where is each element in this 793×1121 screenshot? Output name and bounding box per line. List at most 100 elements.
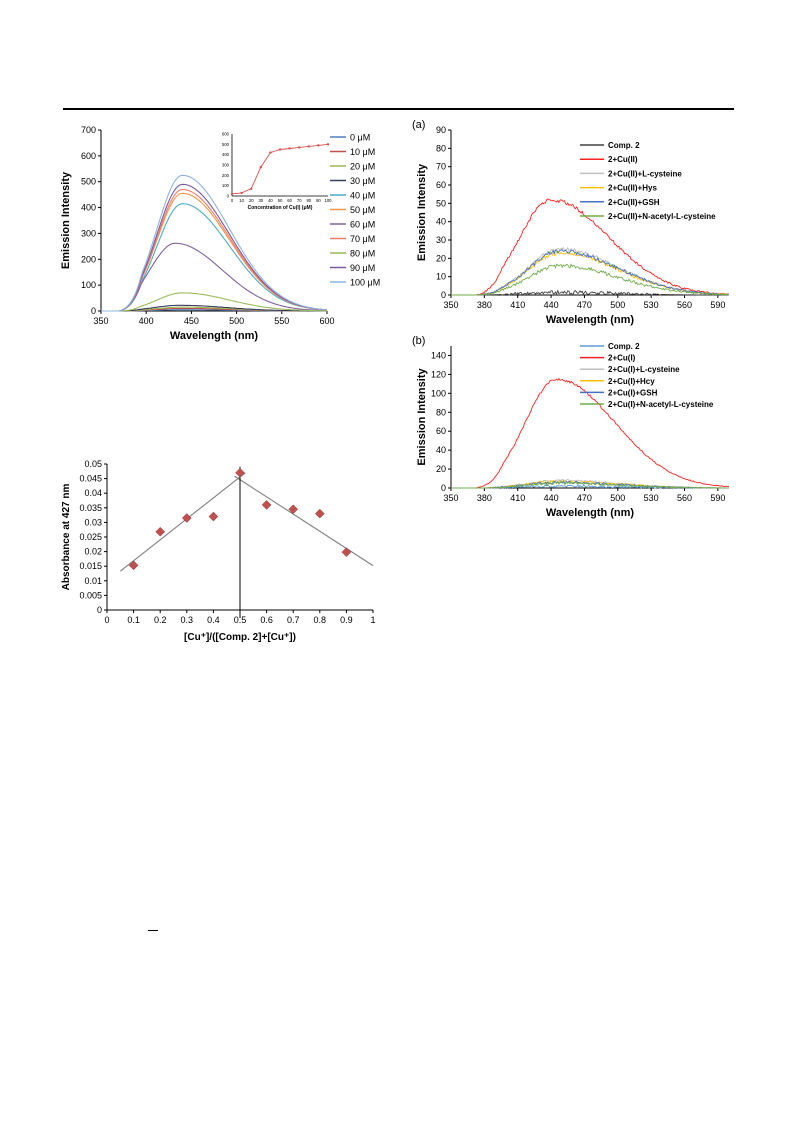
legend-label: 40 μM (350, 191, 375, 201)
inset-x-tick-label: 100 (325, 198, 333, 203)
selectivity_a-x-tick-label: 470 (577, 300, 592, 310)
legend-label: 2+Cu(I) (608, 354, 636, 363)
data-point (128, 560, 139, 571)
legend-label: 10 μM (350, 147, 375, 157)
job_plot-x-tick-label: 0.6 (260, 615, 273, 625)
inset-point (288, 147, 291, 150)
job_plot-x-tick-label: 0.2 (154, 615, 167, 625)
emission_titration-y-tick-label: 300 (81, 228, 96, 238)
job_plot-y-tick-label: 0.045 (79, 474, 102, 484)
legend-label: 2+Cu(I)+L-cysteine (608, 365, 680, 374)
selectivity_b-x-tick-label: 560 (677, 493, 692, 503)
job_plot-y-label: Absorbance at 427 nm (61, 484, 72, 591)
inset-x-label: Concentration of Cu(I) (μM) (248, 205, 313, 211)
selectivity_a-x-tick-label: 530 (644, 300, 659, 310)
emission_titration-y-tick-label: 700 (81, 125, 96, 135)
selectivity_b-y-tick-label: 80 (436, 407, 446, 417)
selectivity_a-x-tick-label: 590 (710, 300, 725, 310)
inset-y-tick-label: 500 (222, 142, 230, 147)
emission_titration-y-tick-label: 600 (81, 151, 96, 161)
selectivity_b-x-tick-label: 410 (510, 493, 525, 503)
inset-point (259, 165, 262, 169)
legend-label: 60 μM (350, 220, 375, 230)
inset-x-tick-label: 90 (316, 198, 321, 203)
data-point (341, 547, 352, 558)
job_plot-y-tick-label: 0.04 (84, 488, 102, 498)
fit-line-right (234, 475, 374, 567)
selectivity_b-x-tick-label: 380 (477, 493, 492, 503)
selectivity_b-panel-label: (b) (412, 335, 425, 347)
inset-y-tick-label: 0 (227, 194, 230, 199)
data-point (181, 513, 192, 523)
data-point (261, 500, 272, 510)
series-line-100-μM (101, 174, 328, 312)
emission_titration-y-tick-label: 200 (81, 254, 96, 264)
inset-x-tick-label: 20 (249, 198, 254, 203)
data-point (155, 526, 166, 537)
job_plot-x-tick-label: 0.1 (127, 615, 140, 625)
selectivity_a-y-label: Emission Intensity (416, 163, 428, 261)
selectivity_a-y-tick-label: 20 (436, 253, 446, 263)
legend-label: 70 μM (350, 234, 375, 244)
job_plot-x-tick-label: 0.3 (181, 615, 194, 625)
selectivity_a-x-label: Wavelength (nm) (546, 314, 635, 326)
selectivity_b-y-tick-label: 140 (431, 350, 446, 360)
job_plot-x-tick-label: 0.4 (207, 615, 220, 625)
series-line-60-μM (101, 242, 327, 312)
inset-x-tick-label: 60 (287, 198, 292, 203)
inset-y-tick-label: 200 (222, 173, 230, 178)
selectivity_b-y-tick-label: 0 (441, 483, 446, 493)
selectivity_a-y-tick-label: 50 (436, 198, 446, 208)
selectivity_a-y-tick-label: 70 (436, 162, 446, 172)
emission_titration-y-tick-label: 100 (81, 280, 96, 290)
selectivity_b-y-tick-label: 100 (431, 388, 446, 398)
emission_titration-x-label: Wavelength (nm) (170, 330, 259, 342)
selectivity_a-panel-label: (a) (412, 119, 425, 131)
inset-point (230, 192, 234, 196)
selectivity_b-x-tick-label: 530 (644, 493, 659, 503)
selectivity_b-y-tick-label: 40 (436, 445, 446, 455)
selectivity_a-x-tick-label: 410 (510, 300, 525, 310)
inset-x-tick-label: 40 (268, 198, 273, 203)
inset-line (231, 143, 329, 195)
selectivity_b-x-tick-label: 590 (710, 493, 725, 503)
emission_titration-x-tick-label: 350 (93, 316, 108, 326)
job_plot-y-tick-label: 0.03 (84, 517, 102, 527)
emission_titration-y-label: Emission Intensity (60, 171, 72, 269)
series-line-selectivity_b-5 (451, 481, 729, 489)
inset-x-tick-label: 30 (258, 198, 263, 203)
legend-label: 0 μM (350, 133, 370, 143)
series-line-selectivity_a-1 (451, 198, 730, 296)
legend-label: 50 μM (350, 205, 375, 215)
job_plot-y-tick-label: 0 (97, 605, 102, 615)
job_plot-x-tick-label: 0.9 (340, 615, 353, 625)
legend-label: 20 μM (350, 162, 375, 172)
inset-x-tick-label: 80 (306, 198, 311, 203)
series-line-80-μM (101, 292, 327, 312)
legend-label: 80 μM (350, 249, 375, 259)
emission_titration-y-tick-label: 0 (91, 306, 96, 316)
legend-label: 90 μM (350, 263, 375, 273)
fit-line-left (119, 472, 246, 572)
emission_titration-x-tick-label: 500 (229, 316, 244, 326)
emission_titration-x-tick-label: 400 (139, 316, 154, 326)
legend-label: 2+Cu(II)+GSH (608, 198, 660, 207)
inset-point (307, 145, 310, 148)
job_plot-y-tick-label: 0.01 (84, 576, 102, 586)
inset-y-tick-label: 300 (222, 163, 230, 168)
series-line-selectivity_b-1 (451, 377, 730, 489)
selectivity_a-y-tick-label: 80 (436, 143, 446, 153)
job_plot-y-tick-label: 0.025 (79, 532, 102, 542)
selectivity_b-y-tick-label: 120 (431, 369, 446, 379)
inset-point (326, 143, 330, 146)
data-point (208, 511, 219, 522)
legend-label: 2+Cu(I)+Hcy (608, 377, 655, 386)
legend-label: 2+Cu(I)+N-acetyl-L-cysteine (608, 400, 714, 409)
header-rule (63, 108, 734, 110)
job_plot-y-tick-label: 0.035 (79, 503, 102, 513)
series-line-selectivity_a-0 (451, 289, 729, 296)
inset-x-tick-label: 50 (278, 198, 283, 203)
selectivity_a-x-tick-label: 440 (544, 300, 559, 310)
selectivity_b-y-tick-label: 60 (436, 426, 446, 436)
